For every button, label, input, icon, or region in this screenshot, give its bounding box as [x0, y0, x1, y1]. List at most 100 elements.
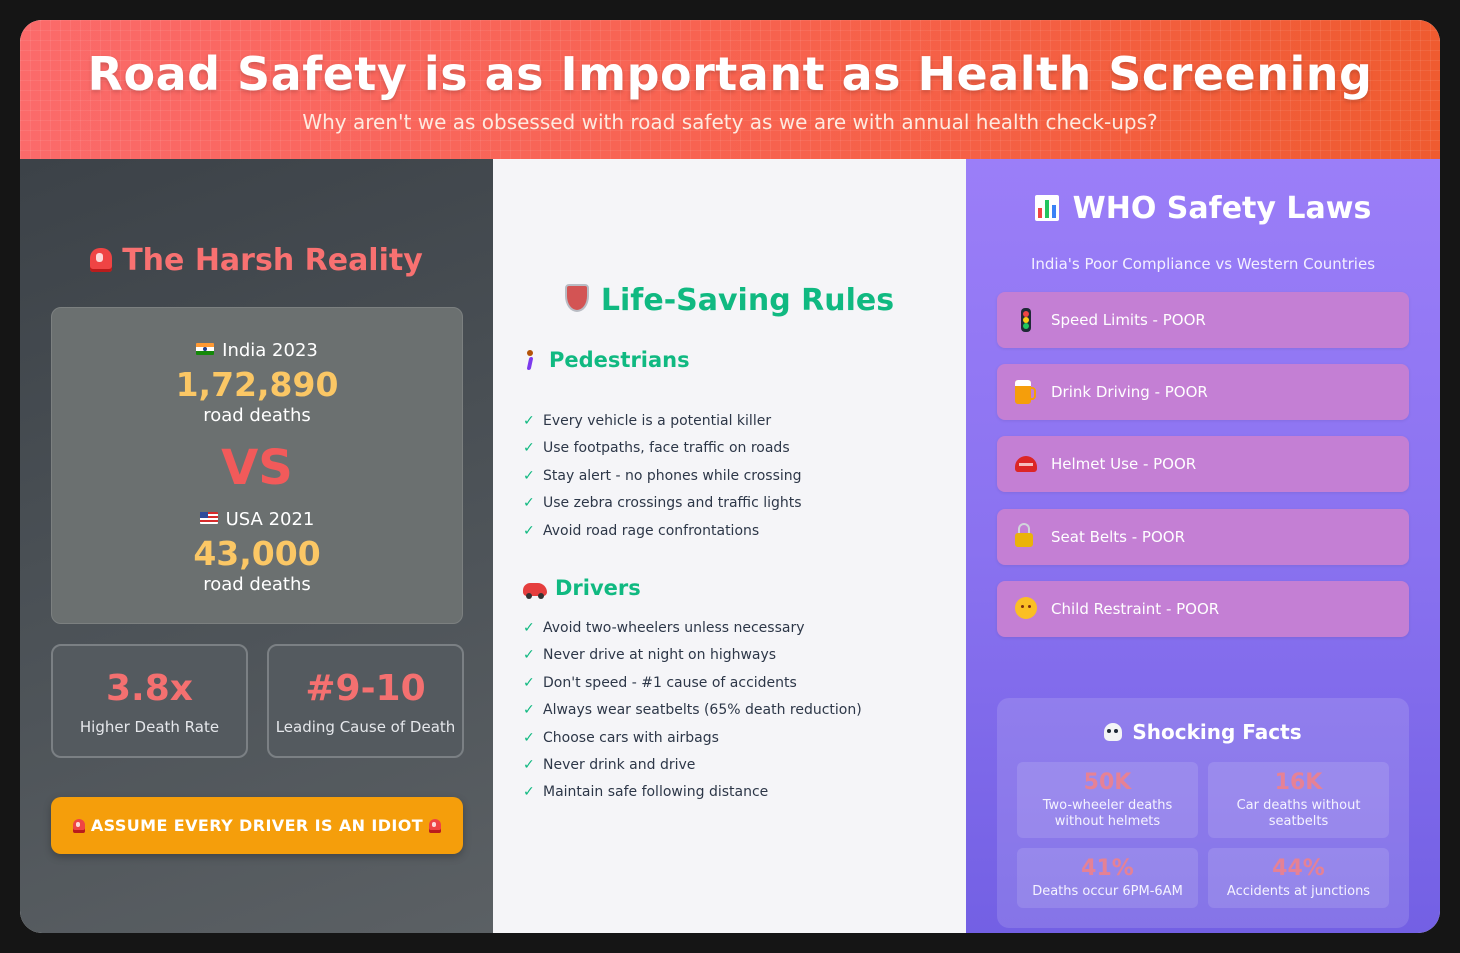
- india-label: India 2023: [52, 340, 462, 361]
- law-item-seat-belts: Seat Belts - POOR: [997, 509, 1409, 565]
- list-item: ✓ Stay alert - no phones while crossing: [523, 463, 802, 490]
- check-icon: ✓: [523, 522, 535, 539]
- driver-rules-list: ✓ Avoid two-wheelers unless necessary ✓ Ne…: [523, 615, 862, 807]
- law-item-child-restraint: Child Restraint - POOR: [997, 581, 1409, 637]
- harsh-reality-title: The Harsh Reality: [20, 243, 493, 278]
- page-subtitle: Why aren't we as obsessed with road safe…: [302, 110, 1158, 134]
- fact-value: 16K: [1274, 770, 1323, 795]
- stat-label: Leading Cause of Death: [275, 718, 456, 736]
- fact-label: Car deaths without seatbelts: [1236, 798, 1361, 829]
- lock-icon: [1015, 523, 1033, 547]
- rule-text: Maintain safe following distance: [543, 784, 769, 801]
- fact-card: 16K Car deaths without seatbelts: [1208, 762, 1389, 838]
- law-label: Helmet Use - POOR: [1051, 455, 1197, 473]
- beer-icon: [1015, 380, 1036, 404]
- list-item: ✓ Never drink and drive: [523, 752, 862, 779]
- siren-icon: [90, 248, 113, 272]
- who-subtitle: India's Poor Compliance vs Western Count…: [1030, 255, 1376, 273]
- stat-value: 3.8x: [106, 668, 193, 709]
- rule-text: Don't speed - #1 cause of accidents: [543, 674, 797, 691]
- warning-button[interactable]: ASSUME EVERY DRIVER IS AN IDIOT: [51, 797, 463, 854]
- facts-title: Shocking Facts: [997, 720, 1409, 744]
- check-icon: ✓: [523, 756, 535, 773]
- rule-text: Avoid road rage confrontations: [543, 522, 760, 539]
- check-icon: ✓: [523, 647, 535, 664]
- usa-label-text: USA 2021: [225, 509, 315, 530]
- rules-title: Life-Saving Rules: [493, 283, 966, 318]
- india-label-text: India 2023: [222, 340, 318, 361]
- list-item: ✓ Never drive at night on highways: [523, 642, 862, 669]
- siren-icon: [72, 819, 85, 833]
- stat-label: Higher Death Rate: [79, 718, 220, 736]
- check-icon: ✓: [523, 467, 535, 484]
- law-label: Speed Limits - POOR: [1051, 311, 1206, 329]
- harsh-reality-panel: The Harsh Reality India 2023 1,72,890 ro…: [20, 159, 493, 933]
- check-icon: ✓: [523, 413, 535, 429]
- usa-deaths-number: 43,000: [193, 534, 321, 573]
- drivers-heading: Drivers: [523, 576, 641, 600]
- list-item: ✓ Maintain safe following distance: [523, 779, 862, 806]
- usa-label: USA 2021: [52, 509, 462, 530]
- pedestrians-heading: Pedestrians: [523, 348, 690, 372]
- check-icon: ✓: [523, 620, 535, 636]
- rules-title-text: Life-Saving Rules: [600, 283, 895, 318]
- facts-title-text: Shocking Facts: [1132, 720, 1302, 744]
- pedestrian-icon: [523, 350, 535, 370]
- check-icon: ✓: [523, 495, 535, 512]
- drivers-heading-text: Drivers: [555, 576, 641, 600]
- check-icon: ✓: [523, 784, 535, 801]
- india-deaths-unit: road deaths: [203, 405, 311, 426]
- life-saving-rules-panel: Life-Saving Rules Pedestrians ✓ Every veh…: [493, 159, 966, 933]
- helmet-icon: [1015, 456, 1037, 472]
- list-item: ✓ Always wear seatbelts (65% death reduct…: [523, 697, 862, 724]
- law-item-helmet-use: Helmet Use - POOR: [997, 436, 1409, 492]
- comparison-box: India 2023 1,72,890 road deaths VS USA 2…: [51, 307, 463, 624]
- stat-value: #9-10: [305, 668, 426, 709]
- rule-text: Avoid two-wheelers unless necessary: [543, 620, 805, 636]
- usa-deaths-unit: road deaths: [203, 574, 311, 595]
- shield-icon: [564, 284, 589, 312]
- fact-card: 41% Deaths occur 6PM-6AM: [1017, 848, 1198, 908]
- bar-chart-icon: [1034, 195, 1059, 221]
- header-banner: Road Safety is as Important as Health Sc…: [20, 20, 1440, 159]
- rule-text: Stay alert - no phones while crossing: [543, 467, 802, 484]
- infographic-card: Road Safety is as Important as Health Sc…: [20, 20, 1440, 933]
- warning-button-label: ASSUME EVERY DRIVER IS AN IDIOT: [90, 816, 424, 835]
- list-item: ✓ Avoid road rage confrontations: [523, 518, 802, 545]
- rule-text: Use zebra crossings and traffic lights: [543, 495, 802, 512]
- law-item-drink-driving: Drink Driving - POOR: [997, 364, 1409, 420]
- list-item: ✓ Don't speed - #1 cause of accidents: [523, 670, 862, 697]
- india-flag-icon: [196, 343, 215, 355]
- list-item: ✓ Avoid two-wheelers unless necessary: [523, 615, 862, 642]
- fact-label: Deaths occur 6PM-6AM: [1032, 884, 1183, 899]
- usa-flag-icon: [199, 512, 218, 524]
- rule-text: Use footpaths, face traffic on roads: [543, 440, 790, 457]
- check-icon: ✓: [523, 702, 535, 719]
- baby-icon: [1015, 597, 1037, 619]
- rule-text: Never drive at night on highways: [543, 647, 777, 664]
- rule-text: Never drink and drive: [543, 756, 696, 773]
- stat-card-leading-cause: #9-10 Leading Cause of Death: [267, 644, 464, 758]
- who-safety-laws-panel: WHO Safety Laws India's Poor Compliance …: [966, 159, 1440, 933]
- fact-card: 44% Accidents at junctions: [1208, 848, 1389, 908]
- page-title: Road Safety is as Important as Health Sc…: [87, 47, 1373, 101]
- who-title: WHO Safety Laws: [966, 191, 1440, 226]
- rule-text: Choose cars with airbags: [543, 729, 719, 746]
- law-label: Seat Belts - POOR: [1051, 528, 1186, 546]
- law-item-speed-limits: Speed Limits - POOR: [997, 292, 1409, 348]
- rule-text: Every vehicle is a potential killer: [543, 413, 772, 429]
- rule-text: Always wear seatbelts (65% death reducti…: [543, 702, 862, 719]
- traffic-light-icon: [1021, 308, 1031, 332]
- fact-value: 50K: [1083, 770, 1132, 795]
- fact-value: 41%: [1081, 856, 1134, 881]
- stat-card-death-rate: 3.8x Higher Death Rate: [51, 644, 248, 758]
- list-item: ✓ Choose cars with airbags: [523, 725, 862, 752]
- india-deaths-number: 1,72,890: [175, 365, 339, 404]
- check-icon: ✓: [523, 674, 535, 691]
- pedestrian-rules-list: ✓ Every vehicle is a potential killer ✓ Us…: [523, 408, 802, 545]
- law-label: Child Restraint - POOR: [1051, 600, 1220, 618]
- shocking-facts-box: Shocking Facts 50K Two-wheeler deaths wi…: [997, 698, 1409, 928]
- pedestrians-heading-text: Pedestrians: [549, 348, 690, 372]
- harsh-reality-title-text: The Harsh Reality: [122, 243, 423, 278]
- fact-label: Two-wheeler deaths without helmets: [1042, 798, 1173, 829]
